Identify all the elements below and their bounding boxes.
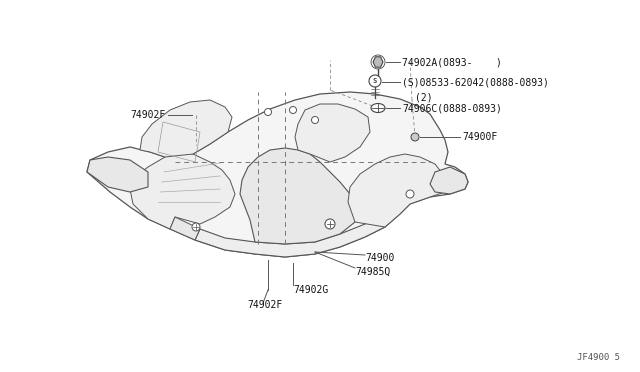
Polygon shape (373, 57, 383, 67)
Ellipse shape (371, 103, 385, 112)
Polygon shape (195, 214, 385, 257)
Text: 74906C(0888-0893): 74906C(0888-0893) (402, 103, 502, 113)
Circle shape (312, 116, 319, 124)
Text: 74902A(0893-    ): 74902A(0893- ) (402, 57, 502, 67)
Text: 74900: 74900 (365, 253, 394, 263)
Polygon shape (240, 148, 358, 244)
Polygon shape (87, 92, 468, 257)
Text: (2): (2) (415, 92, 433, 102)
Text: (S)08533-62042(0888-0893): (S)08533-62042(0888-0893) (402, 77, 549, 87)
Circle shape (411, 133, 419, 141)
Polygon shape (430, 167, 468, 194)
Polygon shape (295, 104, 370, 162)
Text: S: S (373, 78, 377, 84)
Circle shape (406, 190, 414, 198)
Circle shape (325, 219, 335, 229)
Text: 74902F: 74902F (130, 110, 165, 120)
Polygon shape (87, 157, 148, 192)
Polygon shape (140, 100, 232, 157)
Polygon shape (348, 154, 445, 227)
Text: 74902G: 74902G (293, 285, 328, 295)
Polygon shape (130, 152, 235, 229)
Polygon shape (170, 217, 200, 240)
Text: 74985Q: 74985Q (355, 267, 390, 277)
Text: JF4900 5: JF4900 5 (577, 353, 620, 362)
Text: 74902F: 74902F (247, 300, 282, 310)
Circle shape (192, 223, 200, 231)
Circle shape (369, 75, 381, 87)
Circle shape (264, 109, 271, 115)
Text: 74900F: 74900F (462, 132, 497, 142)
Circle shape (289, 106, 296, 113)
